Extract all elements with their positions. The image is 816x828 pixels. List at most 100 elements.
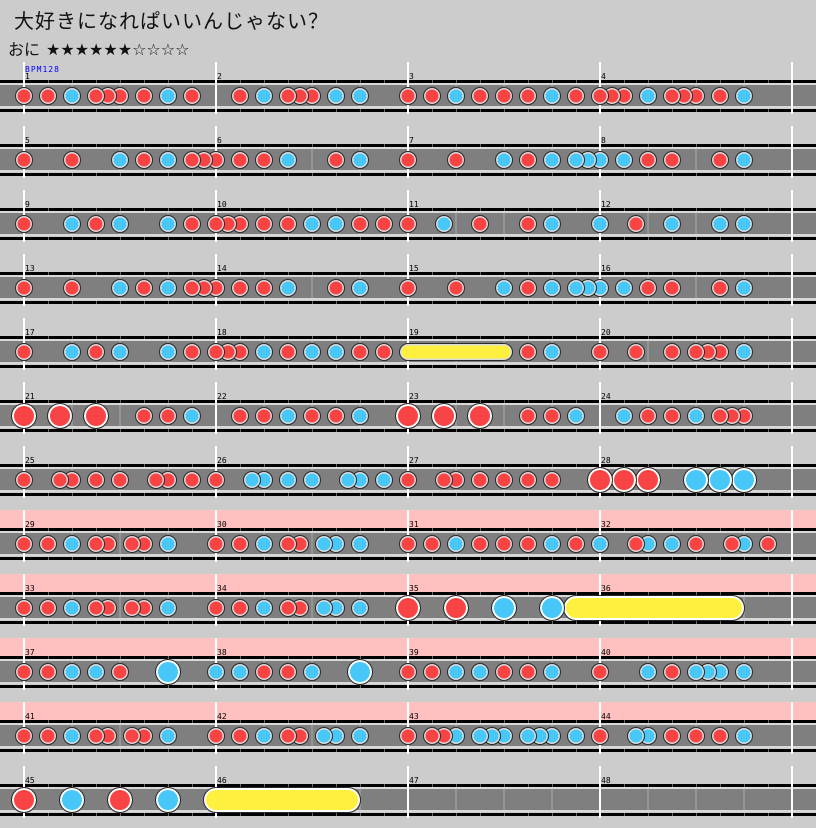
beat-tick — [264, 208, 265, 211]
beat-tick — [528, 429, 529, 432]
beat-tick — [624, 557, 625, 560]
ka-note — [687, 663, 705, 681]
big-don-note — [11, 787, 37, 813]
beat-tick — [768, 144, 769, 147]
measure-number: 3 — [409, 72, 414, 81]
ka-note — [111, 151, 129, 169]
chart-row: 9 10 11 12 — [0, 188, 816, 252]
beat-tick — [720, 365, 721, 368]
beat-tick — [672, 813, 673, 816]
measure-number: 37 — [25, 648, 35, 657]
beat-tick — [168, 493, 169, 496]
beat-tick — [96, 301, 97, 304]
beat-tick — [336, 429, 337, 432]
measure-number: 15 — [409, 264, 419, 273]
beat-tick — [384, 464, 385, 467]
measure-number: 41 — [25, 712, 35, 721]
beat-tick — [696, 813, 697, 816]
don-note — [663, 343, 681, 361]
beat-tick — [528, 301, 529, 304]
don-note — [135, 279, 153, 297]
beat-tick — [360, 784, 361, 787]
measure-number: 10 — [217, 200, 227, 209]
don-note — [279, 727, 297, 745]
beat-tick — [96, 749, 97, 752]
don-note — [255, 279, 273, 297]
beat-tick — [264, 557, 265, 560]
beat-tick — [552, 656, 553, 659]
beat-tick — [48, 493, 49, 496]
don-note — [39, 727, 57, 745]
beat-tick — [720, 656, 721, 659]
beat-tick — [768, 400, 769, 403]
beat-tick — [720, 272, 721, 275]
beat-tick — [720, 301, 721, 304]
beat-tick — [192, 144, 193, 147]
ka-note — [279, 471, 297, 489]
beat-tick — [720, 621, 721, 624]
beat-tick — [48, 528, 49, 531]
don-note — [123, 599, 141, 617]
beat-tick — [288, 301, 289, 304]
beat-tick — [456, 365, 457, 368]
beat-tick — [168, 336, 169, 339]
beat-tick — [552, 336, 553, 339]
beat-line — [311, 277, 313, 298]
beat-tick — [312, 237, 313, 240]
don-note — [519, 343, 537, 361]
beat-line — [455, 213, 457, 234]
beat-tick — [576, 621, 577, 624]
ka-note — [279, 151, 297, 169]
beat-tick — [744, 656, 745, 659]
measure-number: 18 — [217, 328, 227, 337]
beat-tick — [456, 109, 457, 112]
beat-line — [695, 789, 697, 810]
don-note — [207, 535, 225, 553]
beat-tick — [432, 557, 433, 560]
don-note — [447, 151, 465, 169]
beat-tick — [384, 272, 385, 275]
beat-tick — [72, 813, 73, 816]
beat-tick — [624, 749, 625, 752]
beat-tick — [624, 813, 625, 816]
beat-tick — [144, 429, 145, 432]
beat-tick — [360, 685, 361, 688]
beat-tick — [432, 80, 433, 83]
beat-tick — [384, 400, 385, 403]
beat-tick — [744, 365, 745, 368]
beat-tick — [336, 493, 337, 496]
beat-tick — [384, 784, 385, 787]
beat-tick — [168, 429, 169, 432]
chart-row: 17 18 19 20 — [0, 316, 816, 380]
don-note — [327, 151, 345, 169]
beat-tick — [48, 429, 49, 432]
don-note — [519, 471, 537, 489]
beat-tick — [312, 592, 313, 595]
beat-tick — [576, 208, 577, 211]
beat-tick — [648, 173, 649, 176]
beat-tick — [744, 336, 745, 339]
beat-tick — [672, 336, 673, 339]
beat-line — [503, 789, 505, 810]
beat-tick — [72, 400, 73, 403]
beat-tick — [504, 237, 505, 240]
ka-note — [279, 279, 297, 297]
beat-tick — [480, 173, 481, 176]
bar-line — [791, 126, 793, 178]
beat-tick — [672, 685, 673, 688]
beat-tick — [96, 429, 97, 432]
big-don-note — [635, 467, 661, 493]
don-note — [471, 87, 489, 105]
measure-number: 44 — [601, 712, 611, 721]
beat-tick — [744, 813, 745, 816]
ka-note — [543, 87, 561, 105]
beat-tick — [168, 272, 169, 275]
don-note — [519, 87, 537, 105]
bar-line — [791, 702, 793, 754]
beat-tick — [528, 528, 529, 531]
ka-note — [63, 87, 81, 105]
beat-tick — [120, 464, 121, 467]
don-note — [471, 471, 489, 489]
beat-tick — [144, 493, 145, 496]
gogo-time-band — [408, 638, 600, 657]
